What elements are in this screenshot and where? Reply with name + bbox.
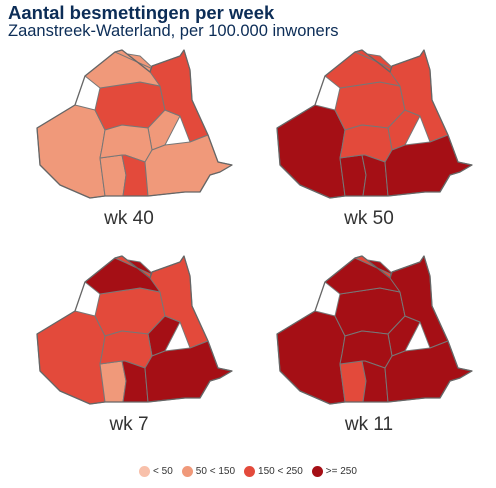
- panel-label-3: wk 7: [109, 414, 149, 435]
- map-region: [339, 360, 367, 403]
- map-region: [276, 310, 346, 405]
- map-region: [276, 104, 346, 199]
- legend-item-2: 50 < 150: [181, 466, 236, 477]
- map-panel-1: [36, 49, 233, 199]
- legend-label-4: >= 250: [325, 466, 357, 477]
- legend-swatch-2: [181, 466, 193, 477]
- map-subtitle: Zaanstreek-Waterland, per 100.000 inwone…: [8, 22, 339, 40]
- map-region: [99, 154, 127, 197]
- panel-label-4: wk 11: [344, 414, 394, 435]
- map-region: [36, 310, 106, 405]
- legend-item-4: >= 250: [311, 466, 357, 477]
- map-outline: [36, 255, 233, 405]
- legend-item-3: 150 < 250: [244, 466, 303, 477]
- map-region: [36, 104, 106, 199]
- legend: < 50 50 < 150 150 < 250 >= 250: [0, 466, 496, 477]
- legend-swatch-4: [311, 466, 323, 477]
- panel-label-1: wk 40: [104, 208, 154, 229]
- legend-swatch-3: [244, 466, 256, 477]
- legend-label-3: 150 < 250: [258, 466, 303, 477]
- panel-label-2: wk 50: [344, 208, 394, 229]
- map-outline: [36, 49, 233, 199]
- map-region: [339, 154, 367, 197]
- map-region: [99, 360, 127, 403]
- map-title: Aantal besmettingen per week: [8, 2, 275, 23]
- legend-swatch-1: [139, 466, 151, 477]
- map-panel-2: [276, 49, 473, 199]
- map-outline: [276, 255, 473, 405]
- legend-label-2: 50 < 150: [195, 466, 236, 477]
- map-outline: [276, 49, 473, 199]
- map-panel-3: [36, 255, 233, 405]
- legend-item-1: < 50: [139, 466, 173, 477]
- legend-label-1: < 50: [153, 466, 173, 477]
- map-panel-4: [276, 255, 473, 405]
